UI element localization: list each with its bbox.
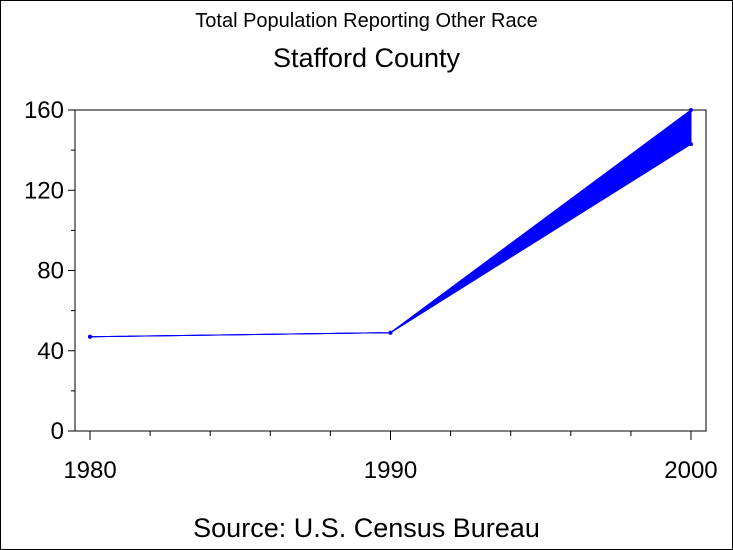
data-marks bbox=[88, 108, 693, 339]
series-band-area bbox=[90, 109, 692, 338]
series-2-point bbox=[88, 334, 93, 339]
y-tick-label: 40 bbox=[37, 338, 64, 365]
chart-subtitle: Total Population Reporting Other Race bbox=[195, 10, 538, 32]
series-2-point bbox=[388, 330, 393, 335]
plot-area-frame bbox=[74, 109, 707, 432]
chart-title: Stafford County bbox=[272, 43, 461, 73]
y-tick-label: 120 bbox=[24, 177, 64, 204]
series-2-line bbox=[90, 143, 692, 338]
x-tick-label: 1990 bbox=[364, 457, 417, 484]
series-1-point bbox=[688, 108, 693, 112]
chart-source: Source: U.S. Census Bureau bbox=[193, 513, 540, 543]
x-tick-label: 1980 bbox=[63, 457, 116, 484]
series-1-line bbox=[90, 109, 692, 338]
y-tick-label: 160 bbox=[24, 97, 64, 124]
axes: 0 40 80 120 160 1980 1990 2000 bbox=[24, 97, 718, 484]
y-tick-label: 0 bbox=[51, 418, 64, 445]
x-tick-label: 2000 bbox=[664, 457, 717, 484]
series-2-point bbox=[688, 142, 693, 147]
y-tick-label: 80 bbox=[37, 258, 64, 285]
